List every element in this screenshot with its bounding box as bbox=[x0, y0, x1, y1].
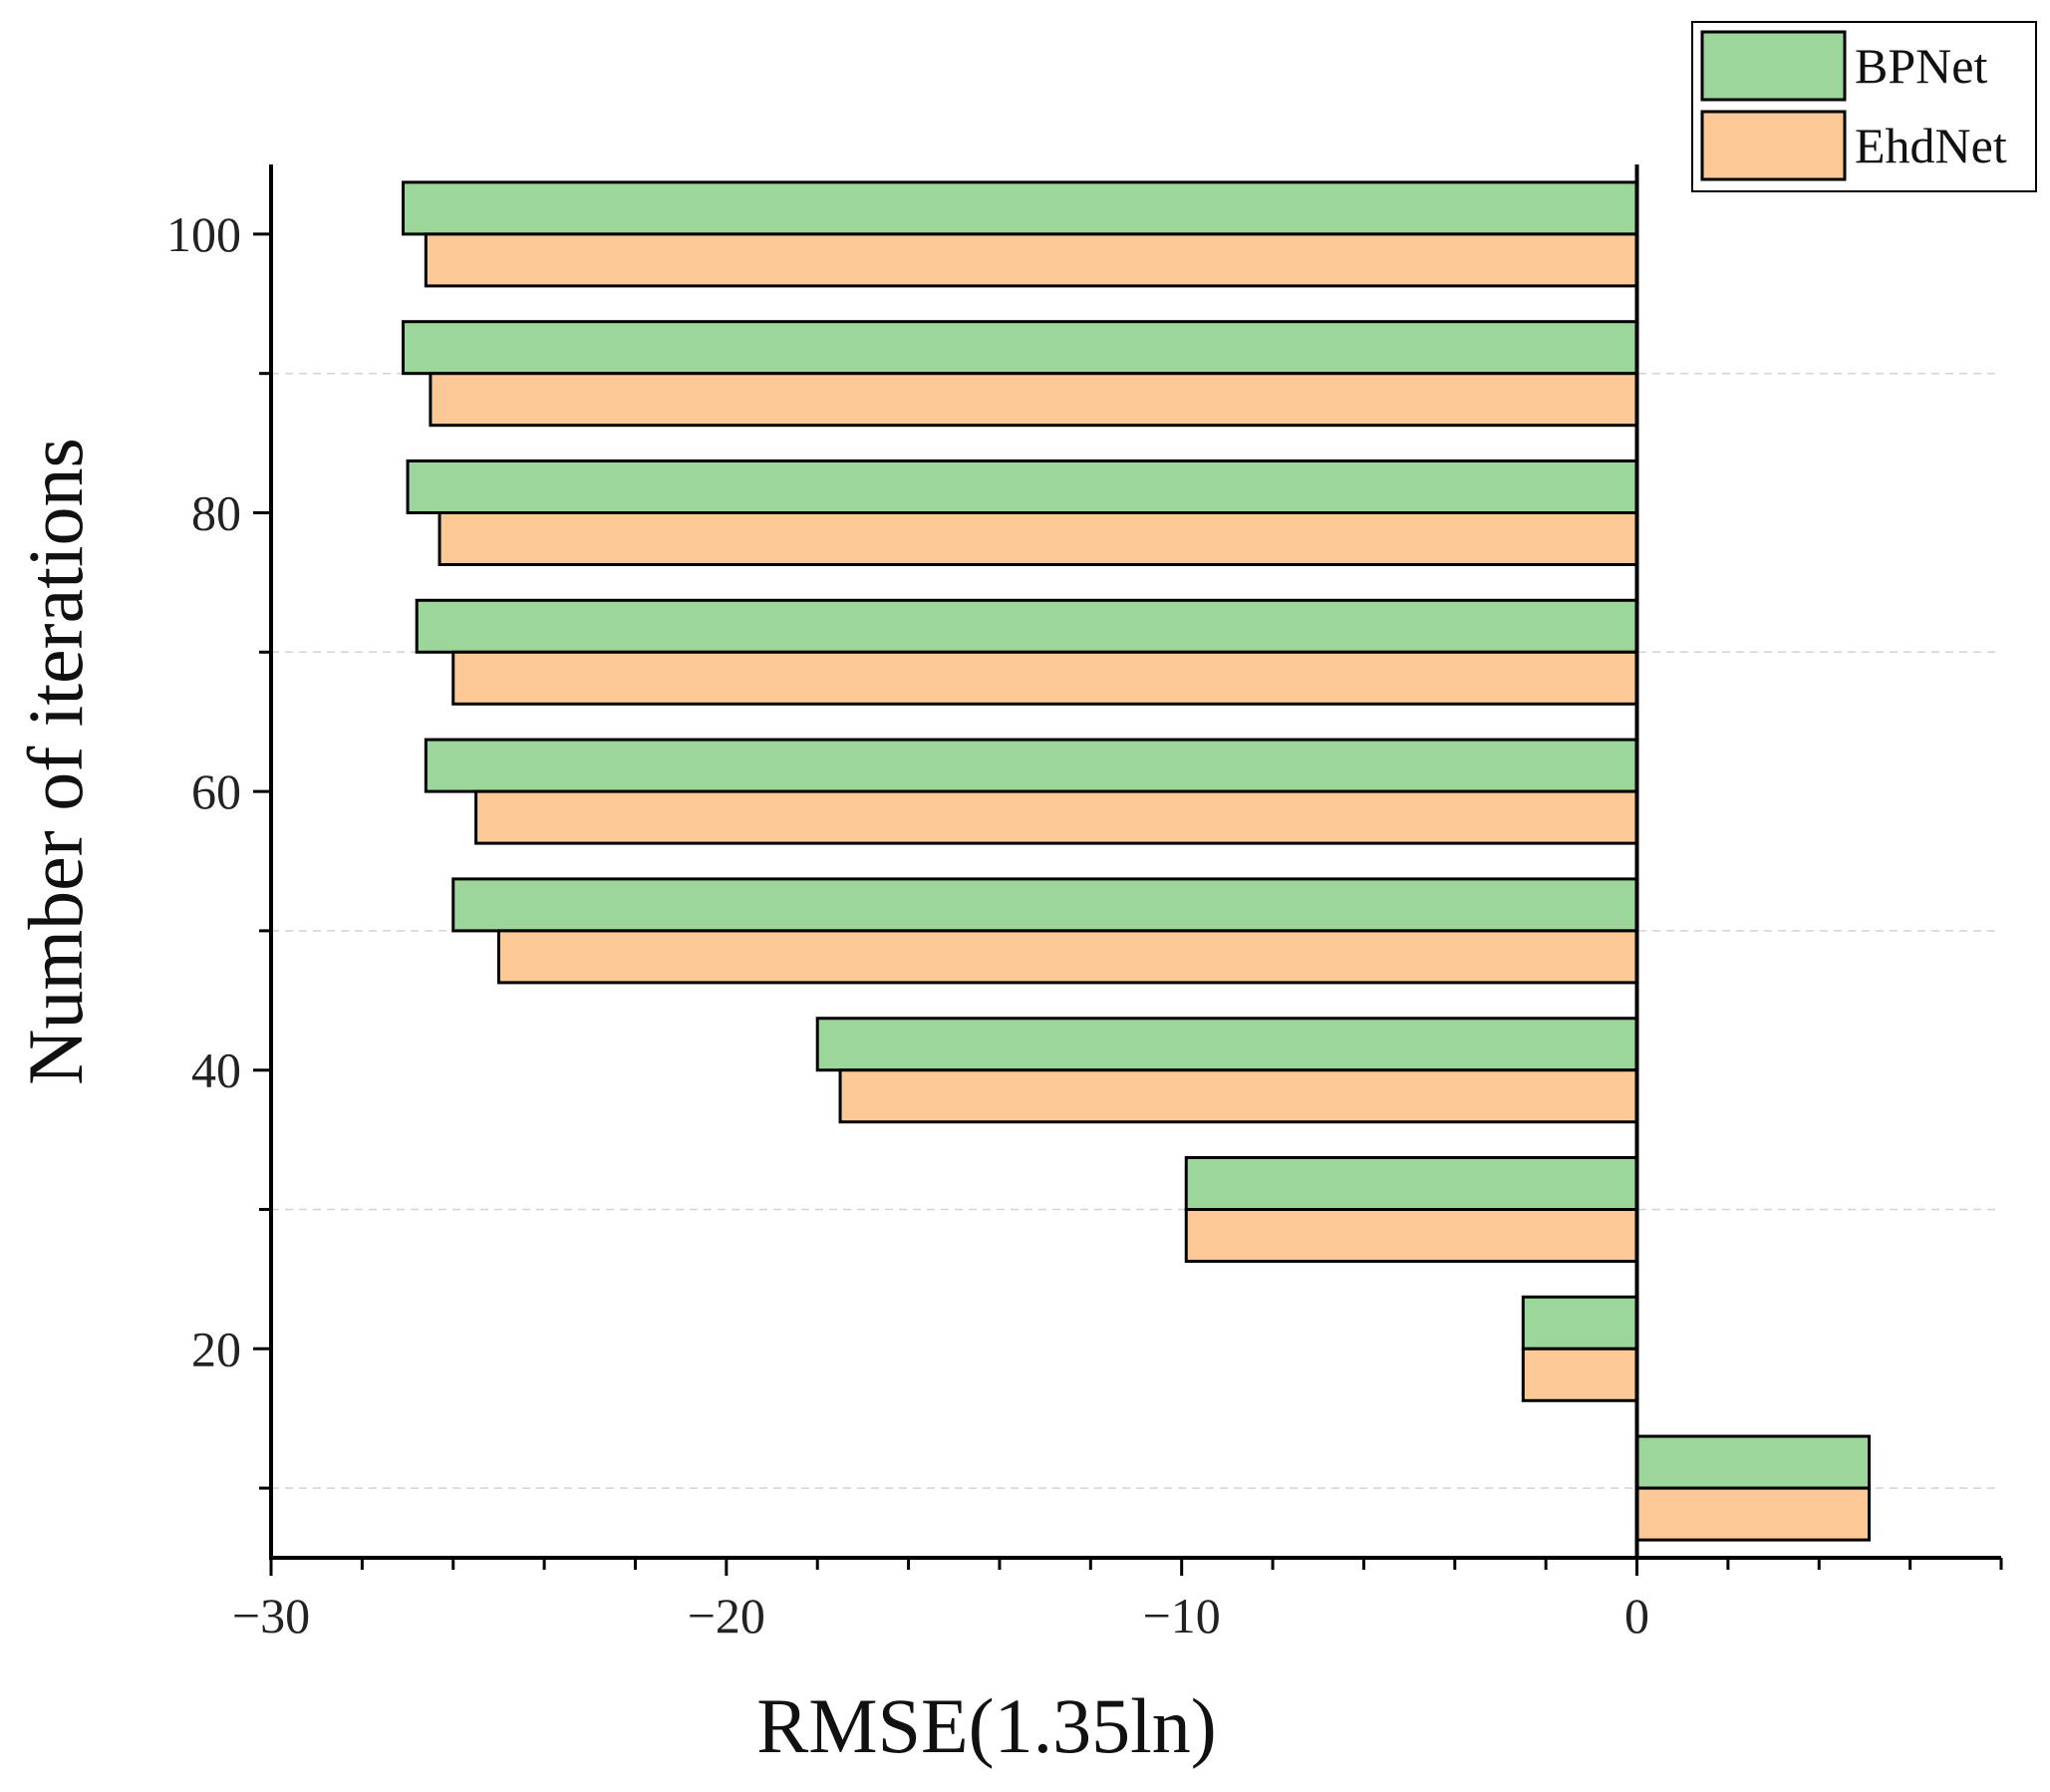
legend-label-bpnet: BPNet bbox=[1855, 38, 1987, 94]
x-tick-label: 0 bbox=[1624, 1588, 1649, 1643]
x-tick-label: −10 bbox=[1143, 1588, 1221, 1643]
y-tick-label: 40 bbox=[191, 1043, 241, 1098]
bar-ehdnet-30 bbox=[1184, 1208, 1639, 1263]
bar-bpnet-80 bbox=[406, 459, 1639, 514]
bar-ehdnet-100 bbox=[424, 232, 1639, 288]
bar-ehdnet-50 bbox=[496, 929, 1639, 985]
x-axis-title: RMSE(1.35ln) bbox=[756, 1682, 1217, 1769]
bar-ehdnet-20 bbox=[1521, 1346, 1639, 1402]
x-tick-label: −30 bbox=[232, 1588, 310, 1643]
bar-ehdnet-10 bbox=[1635, 1486, 1872, 1542]
y-tick-label: 60 bbox=[191, 763, 241, 819]
bar-ehdnet-70 bbox=[451, 650, 1639, 706]
bar-bpnet-50 bbox=[451, 877, 1639, 933]
bar-ehdnet-90 bbox=[429, 372, 1639, 428]
bar-bpnet-100 bbox=[401, 180, 1639, 236]
bar-bpnet-20 bbox=[1521, 1295, 1639, 1350]
bar-ehdnet-40 bbox=[838, 1068, 1639, 1124]
legend-swatch-ehdnet bbox=[1700, 110, 1847, 181]
legend: BPNet EhdNet bbox=[1691, 21, 2037, 192]
bar-bpnet-10 bbox=[1635, 1434, 1872, 1490]
y-tick-label: 20 bbox=[191, 1321, 241, 1376]
bar-bpnet-90 bbox=[401, 320, 1639, 376]
y-tick-label: 100 bbox=[166, 206, 241, 262]
bar-bpnet-30 bbox=[1184, 1156, 1639, 1211]
axes-layer bbox=[253, 164, 2003, 1576]
bar-bpnet-70 bbox=[415, 598, 1639, 654]
bar-bpnet-40 bbox=[815, 1017, 1639, 1072]
bar-ehdnet-80 bbox=[438, 511, 1639, 566]
bar-bpnet-60 bbox=[424, 738, 1639, 793]
bars-layer bbox=[401, 180, 1872, 1542]
labels-layer: −30 −20 −10 0 20 40 60 80 100 RMSE(1.35ln) Number … bbox=[12, 206, 1649, 1769]
x-tick-label: −20 bbox=[688, 1588, 765, 1643]
y-axis-title: Number of iterations bbox=[12, 438, 99, 1085]
bar-ehdnet-60 bbox=[474, 789, 1639, 845]
legend-swatch-bpnet bbox=[1700, 30, 1847, 102]
y-tick-label: 80 bbox=[191, 485, 241, 541]
legend-label-ehdnet: EhdNet bbox=[1855, 118, 2007, 173]
